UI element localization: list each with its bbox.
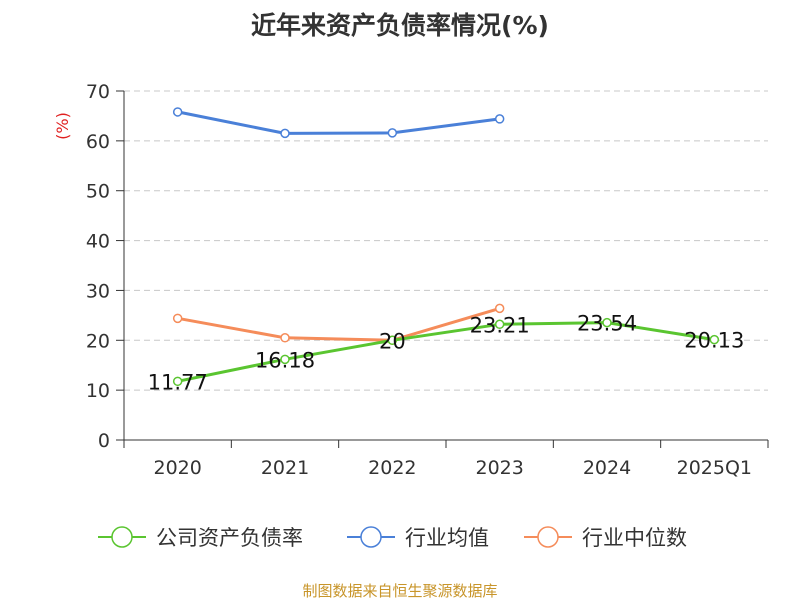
- data-point: [280, 354, 290, 365]
- legend-swatch-marker: [111, 526, 133, 548]
- x-tick-label: 2024: [583, 457, 631, 479]
- x-tick-label: 2025Q1: [677, 457, 752, 479]
- data-point: [280, 128, 290, 139]
- chart-title: 近年来资产负债率情况(%): [251, 11, 549, 40]
- legend-label: 行业均值: [405, 526, 489, 550]
- data-label: 20: [379, 329, 406, 353]
- series: [172, 107, 720, 387]
- data-point: [494, 114, 505, 124]
- y-tick-label: 20: [86, 330, 110, 352]
- data-point: [387, 128, 398, 138]
- x-tick-label: 2022: [368, 457, 416, 479]
- data-point: [602, 317, 612, 328]
- y-tick-label: 30: [86, 280, 110, 302]
- y-tick-label: 60: [86, 131, 110, 153]
- x-tick-label: 2021: [261, 457, 309, 479]
- data-label: 23.54: [577, 312, 637, 336]
- data-point: [387, 335, 398, 346]
- y-tick-label: 10: [86, 380, 110, 402]
- data-point: [172, 376, 183, 387]
- data-point: [172, 107, 183, 117]
- grid-lines: [124, 90, 768, 391]
- series-line: [177, 306, 501, 342]
- data-point: [172, 313, 183, 324]
- x-tick-label: 2023: [475, 457, 523, 479]
- data-labels: 11.77 16.18 20 23.21 23.54 20.13: [148, 312, 745, 395]
- data-point: [709, 334, 720, 345]
- x-tick-label: 2020: [153, 457, 201, 479]
- legend-item: 公司资产负债率: [98, 526, 303, 550]
- y-tick-label: 40: [86, 231, 110, 253]
- data-label: 11.77: [148, 370, 208, 394]
- legend-label: 行业中位数: [582, 526, 687, 550]
- legend-label: 公司资产负债率: [156, 526, 303, 550]
- data-label: 16.18: [255, 348, 315, 372]
- axes: 0 10 20 30 40 50 60 70 2020 2021 2022 2023 2024 2025Q…: [86, 81, 769, 479]
- y-tick-label: 50: [86, 181, 110, 203]
- legend: 公司资产负债率 行业均值 行业中位数: [98, 526, 687, 550]
- legend-item: 行业均值: [347, 526, 489, 550]
- y-tick-label: 70: [86, 81, 110, 103]
- source-note: 制图数据来自恒生聚源数据库: [302, 582, 498, 600]
- y-axis-label: (%): [53, 112, 72, 140]
- series-line: [177, 321, 715, 383]
- y-tick-label: 0: [98, 430, 110, 452]
- legend-swatch-marker: [537, 526, 559, 548]
- data-label: 23.21: [470, 313, 530, 337]
- legend-swatch-marker: [360, 526, 382, 548]
- data-point: [280, 333, 290, 343]
- series-line: [177, 110, 500, 135]
- data-point: [494, 303, 505, 314]
- data-point: [494, 319, 505, 330]
- data-label: 20.13: [684, 329, 744, 353]
- legend-item: 行业中位数: [524, 526, 687, 550]
